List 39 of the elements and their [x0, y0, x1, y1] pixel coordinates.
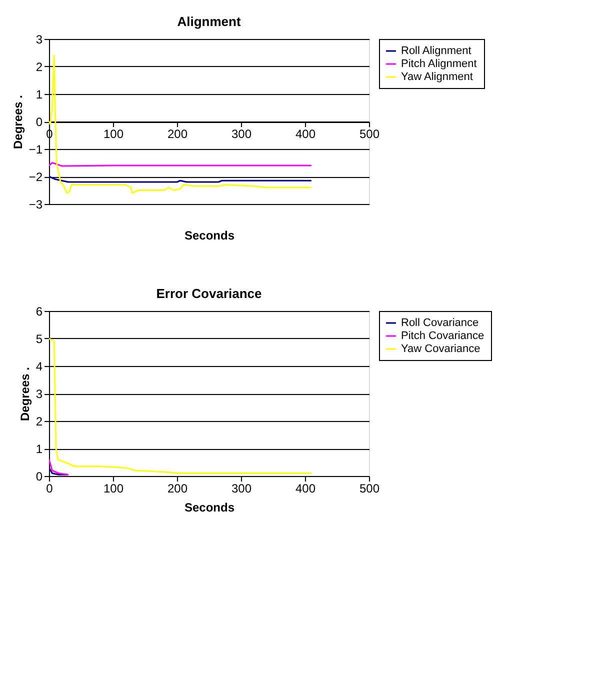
x-tick-label: 300 — [231, 482, 252, 496]
legend-label: Roll Covariance — [401, 317, 479, 329]
y-tick-label: 1 — [36, 442, 43, 456]
y-tick-label: 2 — [36, 60, 43, 74]
y-tick-label: 0 — [36, 470, 43, 484]
x-tick-label: 200 — [167, 482, 188, 496]
legend-label: Yaw Alignment — [401, 71, 473, 83]
x-axis-title: Seconds — [184, 228, 235, 242]
y-tick-label: 3 — [36, 387, 43, 401]
line-series — [49, 458, 69, 476]
y-tick-label: 4 — [36, 360, 43, 374]
y-tick-label: 1 — [36, 88, 43, 102]
y-tick-label: 6 — [36, 304, 43, 318]
x-tick-label: 100 — [103, 482, 124, 496]
legend-label: Pitch Alignment — [401, 58, 477, 70]
y-tick-label: 2 — [36, 414, 43, 428]
x-tick-label: 400 — [295, 482, 316, 496]
chart-title: Alignment — [177, 14, 242, 29]
x-tick-label: 200 — [167, 127, 188, 141]
y-tick-label: 5 — [36, 332, 43, 346]
y-tick-label: −2 — [28, 170, 43, 184]
y-axis-title: Degrees . — [10, 94, 25, 150]
line-series — [49, 338, 312, 474]
x-tick-label: 500 — [359, 127, 380, 141]
x-tick-label: 500 — [359, 482, 380, 496]
x-tick-label: 400 — [295, 127, 316, 141]
x-axis-title: Seconds — [184, 500, 235, 514]
y-tick-label: −3 — [28, 198, 43, 212]
chart-title: Error Covariance — [156, 286, 262, 301]
y-tick-label: 0 — [36, 115, 43, 129]
legend-label: Pitch Covariance — [401, 330, 484, 342]
legend-label: Roll Alignment — [401, 45, 472, 57]
y-tick-label: −1 — [28, 142, 43, 156]
legend-label: Yaw Covariance — [401, 343, 480, 355]
x-tick-label: 300 — [231, 127, 252, 141]
y-axis-title: Degrees . — [18, 366, 32, 422]
x-tick-label: 0 — [46, 482, 54, 496]
x-tick-label: 100 — [103, 127, 124, 141]
y-tick-label: 3 — [36, 32, 43, 46]
